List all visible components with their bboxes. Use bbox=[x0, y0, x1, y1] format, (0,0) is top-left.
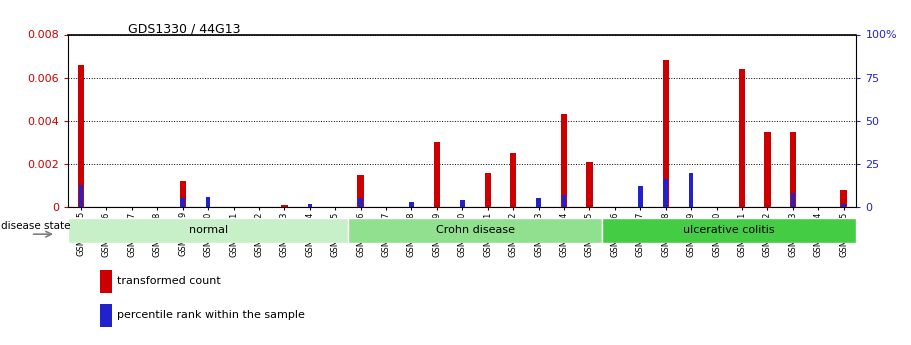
Bar bbox=[791, 193, 795, 207]
Bar bbox=[281, 205, 288, 207]
Bar bbox=[460, 200, 465, 207]
Bar bbox=[409, 202, 414, 207]
Bar bbox=[485, 172, 491, 207]
Text: transformed count: transformed count bbox=[118, 276, 221, 286]
Bar bbox=[357, 175, 363, 207]
Bar bbox=[68, 218, 348, 243]
Bar bbox=[790, 131, 796, 207]
Bar bbox=[100, 270, 112, 293]
Bar bbox=[841, 190, 847, 207]
Bar bbox=[434, 142, 440, 207]
Bar bbox=[638, 186, 642, 207]
Bar bbox=[358, 198, 363, 207]
Bar bbox=[100, 304, 112, 327]
Bar bbox=[602, 218, 856, 243]
Bar bbox=[78, 185, 83, 207]
Text: Crohn disease: Crohn disease bbox=[435, 225, 515, 235]
Bar bbox=[206, 197, 210, 207]
Bar bbox=[348, 218, 602, 243]
Text: ulcerative colitis: ulcerative colitis bbox=[683, 225, 775, 235]
Bar bbox=[308, 204, 312, 207]
Bar bbox=[179, 181, 186, 207]
Text: disease state: disease state bbox=[2, 221, 71, 231]
Bar bbox=[739, 69, 745, 207]
Bar bbox=[842, 204, 846, 207]
Bar bbox=[537, 198, 541, 207]
Bar bbox=[180, 198, 185, 207]
Bar bbox=[561, 114, 568, 207]
Text: GDS1330 / 44G13: GDS1330 / 44G13 bbox=[128, 22, 240, 36]
Bar bbox=[562, 195, 567, 207]
Text: percentile rank within the sample: percentile rank within the sample bbox=[118, 310, 305, 320]
Bar bbox=[663, 179, 668, 207]
Bar bbox=[587, 162, 593, 207]
Bar bbox=[689, 172, 693, 207]
Bar bbox=[77, 65, 84, 207]
Bar bbox=[764, 131, 771, 207]
Bar bbox=[662, 60, 669, 207]
Text: normal: normal bbox=[189, 225, 228, 235]
Bar bbox=[510, 153, 517, 207]
